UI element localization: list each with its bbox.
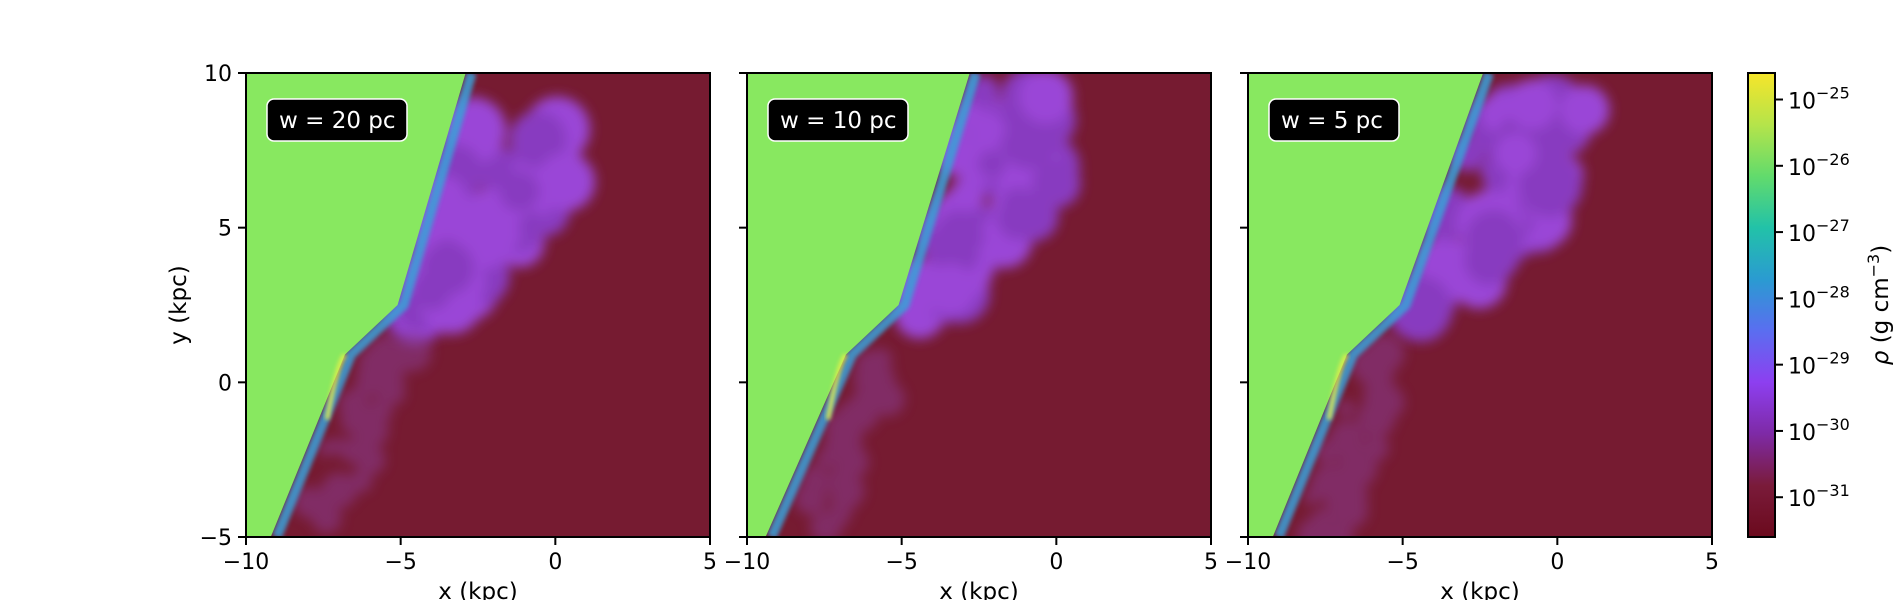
axes-frame <box>1247 72 1713 538</box>
x-tick-label: 0 <box>548 550 562 575</box>
x-axis-label: x (kpc) <box>1440 579 1519 600</box>
y-tick-label: 10 <box>204 62 232 87</box>
panel-label: w = 5 pc <box>1268 98 1400 142</box>
panel-label-box <box>266 98 408 142</box>
x-tick-label: −10 <box>724 550 770 575</box>
lower-plume <box>1296 333 1405 537</box>
colorbar-tick-label: 10−25 <box>1788 84 1850 115</box>
mixing-cloud <box>890 73 1081 339</box>
x-tick-label: 5 <box>703 550 717 575</box>
panel-3: −10 −5 0 5 x (kpc) w = 5 pc <box>1225 72 1719 600</box>
colorbar-label: ρ (g cm−3) <box>1864 245 1894 365</box>
shock-layer <box>766 73 981 537</box>
panel-label: w = 20 pc <box>266 98 408 142</box>
panel-label-text: w = 5 pc <box>1281 108 1383 134</box>
interface-edge <box>1327 353 1349 420</box>
x-tick-label: −5 <box>384 550 416 575</box>
y-tick-label: 0 <box>218 371 232 396</box>
x-tick-label: −10 <box>1225 550 1271 575</box>
shock-layer <box>1274 73 1494 537</box>
panel-label-text: w = 20 pc <box>279 108 396 134</box>
colorbar-tick-label: 10−30 <box>1788 415 1850 446</box>
x-axis-label: x (kpc) <box>939 579 1018 600</box>
colorbar-tick-label: 10−29 <box>1788 349 1850 380</box>
lower-plume <box>794 348 905 537</box>
x-tick-label: −10 <box>223 550 269 575</box>
interface-edge <box>325 353 347 420</box>
colorbar-frame <box>1747 72 1776 538</box>
x-tick-label: −5 <box>885 550 917 575</box>
x-tick-label: 0 <box>1550 550 1564 575</box>
mixing-cloud <box>384 96 596 345</box>
axes-frame <box>245 72 711 538</box>
y-axis-label: y (kpc) <box>166 265 192 344</box>
lower-plume <box>293 332 432 534</box>
colorbar-tick-label: 10−28 <box>1788 282 1850 313</box>
panel-label-box <box>767 98 909 142</box>
x-tick-label: 5 <box>1705 550 1719 575</box>
y-tick-label: −5 <box>200 526 232 551</box>
colorbar-tick-label: 10−26 <box>1788 150 1850 181</box>
x-tick-label: 5 <box>1204 550 1218 575</box>
x-axis-label: x (kpc) <box>438 579 517 600</box>
colorbar-tick-label: 10−27 <box>1788 216 1850 247</box>
shock-layer <box>272 73 477 537</box>
panel-label-text: w = 10 pc <box>780 108 897 134</box>
colorbar-gradient <box>1748 73 1775 537</box>
upstream-region <box>747 73 970 537</box>
heatmap-image <box>246 73 710 537</box>
axes-frame <box>746 72 1212 538</box>
x-tick-label: 0 <box>1049 550 1063 575</box>
interface-edge <box>826 353 848 420</box>
upstream-region <box>246 73 466 537</box>
heatmap-image <box>747 73 1211 537</box>
upstream-region <box>1248 73 1484 537</box>
colorbar-tick-label: 10−31 <box>1788 481 1850 512</box>
colorbar: 10−25 10−26 10−27 10−28 10−29 10−30 10−31 ρ (g … <box>1747 72 1894 538</box>
heatmap-image <box>1248 73 1712 537</box>
panel-label: w = 10 pc <box>767 98 909 142</box>
x-tick-label: −5 <box>1386 550 1418 575</box>
panel-label-box <box>1268 98 1400 142</box>
panel-2: −10 −5 0 5 x (kpc) w = 10 pc <box>724 72 1218 600</box>
y-tick-label: 5 <box>218 217 232 242</box>
